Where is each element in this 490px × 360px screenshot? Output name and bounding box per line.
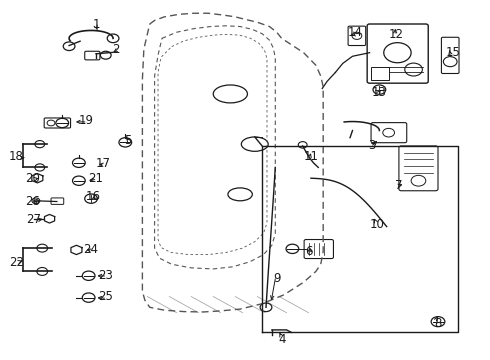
Text: 13: 13 xyxy=(372,86,387,99)
Text: 4: 4 xyxy=(278,333,285,346)
Text: 1: 1 xyxy=(92,18,100,31)
Ellipse shape xyxy=(213,85,247,103)
FancyBboxPatch shape xyxy=(348,26,366,45)
Text: 23: 23 xyxy=(98,269,113,282)
FancyBboxPatch shape xyxy=(441,37,459,73)
Text: 15: 15 xyxy=(445,46,460,59)
FancyBboxPatch shape xyxy=(51,198,64,204)
Text: 9: 9 xyxy=(273,272,280,285)
Text: 14: 14 xyxy=(347,27,363,40)
Ellipse shape xyxy=(228,188,252,201)
Text: 22: 22 xyxy=(9,256,24,269)
Text: 21: 21 xyxy=(89,172,103,185)
Text: 16: 16 xyxy=(86,190,101,203)
Text: 12: 12 xyxy=(389,28,404,41)
Text: 10: 10 xyxy=(369,218,384,231)
FancyBboxPatch shape xyxy=(85,51,100,60)
FancyBboxPatch shape xyxy=(44,118,71,128)
Text: 18: 18 xyxy=(9,150,24,163)
Text: 11: 11 xyxy=(303,150,318,163)
Text: 8: 8 xyxy=(434,317,441,330)
Text: 24: 24 xyxy=(84,243,98,256)
FancyBboxPatch shape xyxy=(304,239,333,258)
Text: 20: 20 xyxy=(25,172,40,185)
FancyBboxPatch shape xyxy=(399,146,438,191)
Text: 26: 26 xyxy=(25,195,40,208)
FancyBboxPatch shape xyxy=(367,24,428,83)
Text: 5: 5 xyxy=(124,134,131,147)
FancyBboxPatch shape xyxy=(371,123,407,143)
Text: 6: 6 xyxy=(305,245,312,258)
Text: 19: 19 xyxy=(79,114,94,127)
Text: 7: 7 xyxy=(395,179,403,192)
Text: 2: 2 xyxy=(112,42,119,55)
FancyBboxPatch shape xyxy=(371,67,389,80)
Ellipse shape xyxy=(242,137,268,151)
Text: 27: 27 xyxy=(26,213,42,226)
Text: 25: 25 xyxy=(98,290,113,303)
Text: 17: 17 xyxy=(96,157,111,170)
Text: 3: 3 xyxy=(368,139,376,152)
